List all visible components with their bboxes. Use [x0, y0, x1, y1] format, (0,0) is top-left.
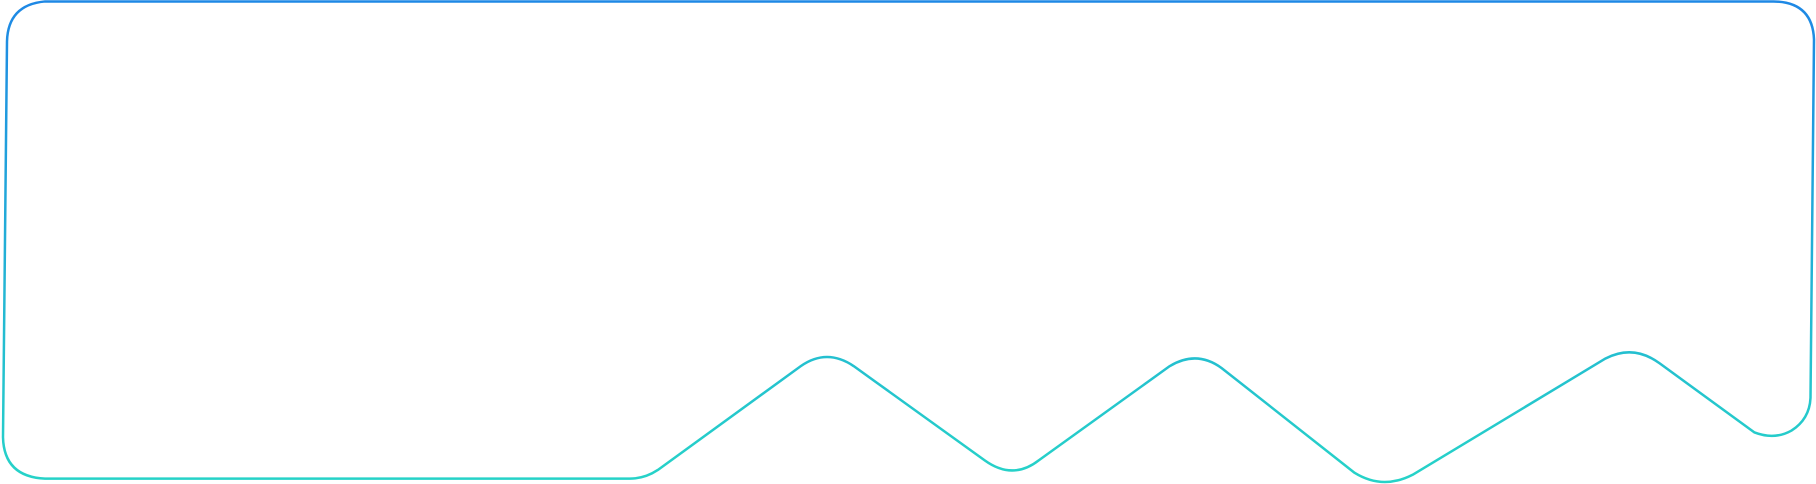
zigzag-border-outline	[3, 1, 1814, 482]
